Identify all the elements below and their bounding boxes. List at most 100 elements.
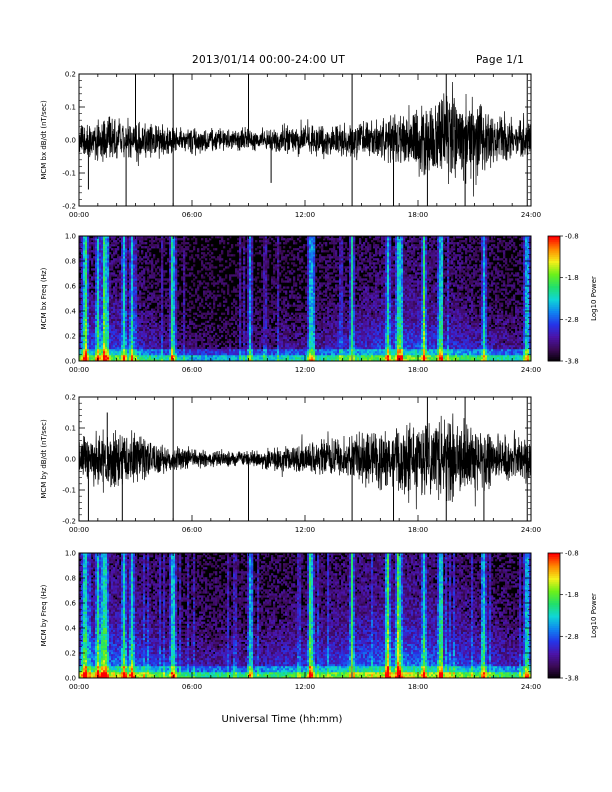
panel-1-cell [295,298,298,301]
panel-1-cell [79,322,82,326]
panel-1-cell [257,356,260,360]
panel-1-cell [141,270,144,273]
panel-1-cell [139,258,142,261]
panel-1-cell [271,358,274,362]
panel-1-cell [245,340,248,344]
panel-1-cell [257,320,260,323]
panel-1-cell [125,260,128,263]
panel-1-cell [87,316,90,319]
panel-1-cell [289,314,292,317]
panel-1-cell [225,336,228,340]
panel-1-cell [281,346,284,350]
panel-1-cell [145,318,148,321]
panel-1-cell [131,330,134,334]
panel-1-cell [103,302,106,305]
panel-1-cell [191,320,194,323]
panel-1-cell [277,264,280,267]
panel-1-cell [137,278,140,281]
panel-1-cell [151,346,154,350]
panel-1-cell [117,270,120,273]
panel-1-cell [135,286,138,289]
panel-1-cell [127,250,130,253]
panel-1-cell [89,252,92,255]
panel-1-cell [293,324,296,328]
panel-1-cell [81,266,84,269]
panel-1-cell [221,288,224,291]
panel-1-cell [105,310,108,313]
panel-1-cell [153,348,156,352]
panel-1-cell [161,308,164,311]
panel-1-cell [293,278,296,281]
panel-1-cell [93,310,96,313]
panel-1-cell [97,308,100,311]
panel-1-cell [83,272,86,275]
panel-1-cell [81,242,84,245]
panel-1-cell [117,328,120,332]
panel-1-cell [161,264,164,267]
panel-1-cell [205,266,208,269]
panel-1-cell [133,244,136,247]
panel-1-cell [115,278,118,281]
panel-1-cell [253,348,256,352]
panel-1-cell [249,338,252,342]
panel-1-cell [193,278,196,281]
panel-1-cell [165,300,168,303]
panel-1-cell [243,304,246,307]
panel-1-cell [143,268,146,271]
panel-1-cell [199,310,202,313]
panel-1-cell [229,322,232,326]
panel-1-cell [107,242,110,245]
panel-1-cell [265,244,268,247]
panel-1-cell [267,358,270,362]
panel-1-cell [101,332,104,336]
panel-1-cell [153,240,156,243]
panel-1-cell [115,284,118,287]
panel-1-cell [151,284,154,287]
panel-1-cell [293,322,296,326]
panel-1-cell [143,256,146,259]
panel-1-cell [183,236,186,239]
panel-1-cell [157,356,160,360]
panel-1-cell [211,354,214,358]
panel-1-cell [241,286,244,289]
panel-1-cell [195,352,198,356]
panel-1-cell [123,270,126,273]
panel-1-cell [123,250,126,253]
panel-1-cell [163,316,166,319]
panel-1-cell [129,254,132,257]
panel-1-cell [97,256,100,259]
panel-1-cell [113,250,116,253]
panel-1-cell [133,310,136,313]
panel-1-cell [195,288,198,291]
panel-1-cell [181,346,184,350]
panel-1-cell [83,276,86,279]
panel-1-cell [189,356,192,360]
panel-1-cell [129,356,132,360]
panel-1-cell [283,320,286,323]
panel-1-cell [239,300,242,303]
panel-1-cell [265,272,268,275]
panel-1-cell [135,332,138,336]
panel-1-cell [95,250,98,253]
panel-1-cell [227,238,230,241]
panel-1-cell [79,320,82,323]
panel-1-cell [279,324,282,328]
panel-1-cell [135,278,138,281]
panel-1-cell [247,276,250,279]
panel-1-cell [169,290,172,293]
panel-1-cell [203,256,206,259]
panel-1-cell [115,322,118,326]
panel-1-cell [159,342,162,346]
panel-1-cell [133,280,136,283]
panel-1-cell [85,278,88,281]
panel-1-cell [157,266,160,269]
panel-1-cell [139,346,142,350]
panel-1-cell [123,352,126,356]
panel-1-cell [103,242,106,245]
panel-1-cell [89,280,92,283]
panel-1-cell [83,326,86,330]
panel-1-cell [95,338,98,342]
panel-1-cell [255,354,258,358]
panel-1-cell [151,326,154,330]
